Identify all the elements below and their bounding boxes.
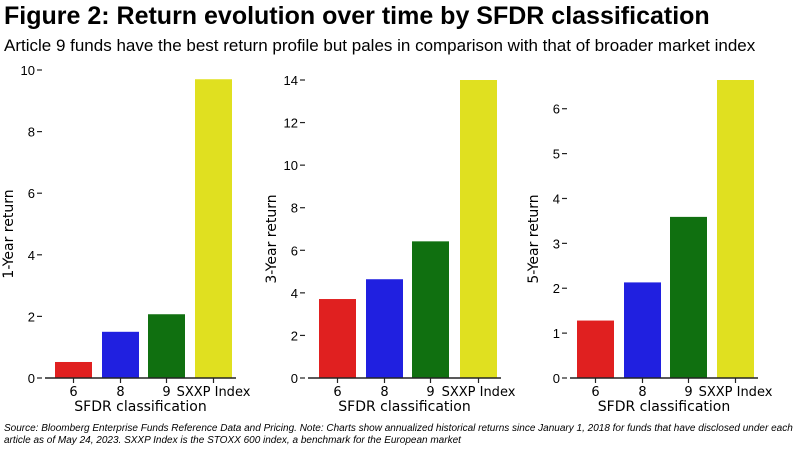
y-tick-label: 2 — [28, 309, 35, 324]
bar-sxxp-index — [717, 80, 754, 378]
y-tick-label: 6 — [28, 186, 35, 201]
x-tick-label: 6 — [69, 385, 77, 400]
y-tick-label: 2 — [291, 328, 298, 343]
x-tick-label: 6 — [333, 385, 341, 400]
x-tick-label: 9 — [684, 385, 692, 400]
y-axis-label: 1-Year return — [1, 189, 17, 278]
figure-subtitle: Article 9 funds have the best return pro… — [4, 36, 756, 55]
y-tick-label: 0 — [291, 371, 298, 386]
x-tick-label: 9 — [426, 385, 434, 400]
y-axis-label: 3-Year return — [264, 194, 280, 283]
x-tick-label: 6 — [591, 385, 599, 400]
y-tick-label: 6 — [553, 102, 560, 117]
footnote: Source: Bloomberg Enterprise Funds Refer… — [4, 423, 793, 446]
bar-6 — [577, 320, 614, 378]
x-tick-label: SXXP Index — [177, 385, 251, 400]
bar-sxxp-index — [195, 79, 232, 379]
y-tick-label: 4 — [553, 191, 560, 206]
y-tick-label: 8 — [28, 125, 35, 140]
y-tick-label: 10 — [284, 158, 298, 173]
bar-9 — [670, 216, 707, 378]
x-tick-label: 8 — [380, 385, 388, 400]
x-tick-label: 8 — [638, 385, 646, 400]
bar-6 — [319, 299, 356, 378]
y-tick-label: 8 — [291, 201, 298, 216]
x-tick-label: 8 — [116, 385, 124, 400]
y-tick-label: 10 — [21, 63, 35, 78]
bar-9 — [412, 241, 449, 378]
y-tick-label: 4 — [28, 248, 35, 263]
y-tick-label: 14 — [284, 73, 298, 88]
bar-sxxp-index — [460, 80, 497, 378]
x-axis-label: SFDR classification — [598, 399, 730, 415]
y-tick-label: 0 — [28, 371, 35, 386]
y-tick-label: 4 — [291, 286, 298, 301]
x-tick-label: 9 — [162, 385, 170, 400]
y-tick-label: 0 — [553, 371, 560, 386]
bar-8 — [366, 279, 403, 378]
bar-6 — [55, 361, 92, 378]
y-tick-label: 1 — [553, 326, 560, 341]
x-axis-label: SFDR classification — [74, 399, 206, 415]
x-tick-label: SXXP Index — [442, 385, 516, 400]
y-tick-label: 12 — [284, 116, 298, 131]
bar-9 — [148, 314, 185, 378]
y-tick-label: 5 — [553, 147, 560, 162]
y-tick-label: 2 — [553, 281, 560, 296]
y-tick-label: 6 — [291, 243, 298, 258]
x-tick-label: SXXP Index — [699, 385, 773, 400]
figure-title: Figure 2: Return evolution over time by … — [4, 2, 710, 30]
y-axis-label: 5-Year return — [526, 194, 542, 283]
x-axis-label: SFDR classification — [338, 399, 470, 415]
bar-8 — [102, 331, 139, 378]
y-tick-label: 3 — [553, 236, 560, 251]
bar-8 — [624, 282, 661, 378]
